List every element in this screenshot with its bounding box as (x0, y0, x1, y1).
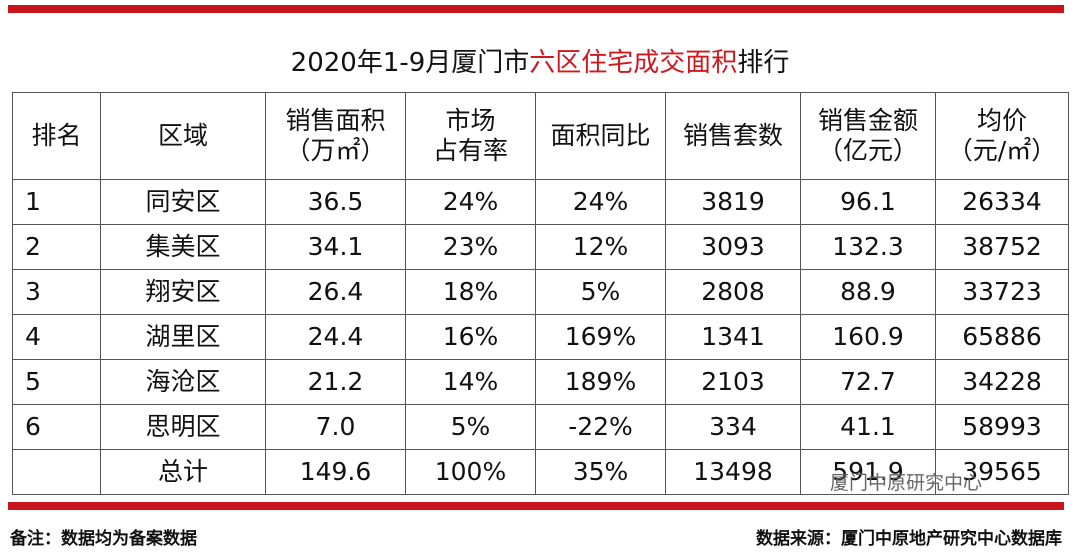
header-line: 市场 (445, 106, 496, 135)
bottom-bar (8, 502, 1064, 510)
cell: 334 (665, 404, 801, 450)
header-line: 面积同比 (550, 121, 651, 150)
cell: 58993 (935, 404, 1069, 450)
cell: 132.3 (800, 224, 936, 270)
cell: 18% (405, 269, 536, 315)
header-line: （万㎡） (285, 136, 386, 165)
header-line: （元/㎡） (947, 136, 1057, 165)
header-line: 销售套数 (682, 121, 783, 150)
header-line: 销售金额 (817, 106, 918, 135)
cell: 3093 (665, 224, 801, 270)
cell: 2808 (665, 269, 801, 315)
top-bar (8, 5, 1064, 13)
title-highlight: 六区住宅成交面积 (529, 48, 738, 78)
cell: 海沧区 (100, 359, 266, 405)
table-body: 1 同安区 36.5 24% 24% 3819 96.1 26334 2 集美区 34.1 23% 12… (12, 179, 1069, 495)
cell: 1341 (665, 314, 801, 360)
cell: 5 (12, 359, 101, 405)
header-cell: 区域 (100, 92, 266, 180)
cell: 23% (405, 224, 536, 270)
title-text: 排行 (737, 48, 790, 78)
cell: 26.4 (265, 269, 406, 315)
data-row: 5 海沧区 21.2 14% 189% 2103 72.7 34228 (12, 359, 1069, 405)
total-row: 总计 149.6 100% 35% 13498 591.9 39565 (12, 449, 1069, 495)
header-line: 销售面积 (285, 106, 386, 135)
cell: 38752 (935, 224, 1069, 270)
cell: 6 (12, 404, 101, 450)
total-cell: 591.9 (800, 449, 936, 495)
cell: 72.7 (800, 359, 936, 405)
total-cell: 39565 (935, 449, 1069, 495)
total-cell: 13498 (665, 449, 801, 495)
total-cell: 149.6 (265, 449, 406, 495)
total-cell: 35% (535, 449, 666, 495)
cell: 26334 (935, 179, 1069, 225)
cell: 24% (405, 179, 536, 225)
header-cell: 面积同比 (535, 92, 666, 180)
header-row: 排名 区域 销售面积 （万㎡） 市场 占有率 面积同比 销售套数 销售金额 （亿元） 均价 （元/㎡） (12, 92, 1069, 180)
data-row: 6 思明区 7.0 5% -22% 334 41.1 58993 (12, 404, 1069, 450)
header-cell: 均价 （元/㎡） (935, 92, 1069, 180)
total-cell: 总计 (100, 449, 266, 495)
header-line: 区域 (157, 121, 208, 150)
cell: 同安区 (100, 179, 266, 225)
cell: 169% (535, 314, 666, 360)
cell: 翔安区 (100, 269, 266, 315)
cell: 33723 (935, 269, 1069, 315)
cell: 88.9 (800, 269, 936, 315)
title-text: 2020年1-9月厦门市 (290, 48, 530, 78)
cell: 24.4 (265, 314, 406, 360)
header-cell: 排名 (12, 92, 101, 180)
title: 2020年1-9月厦门市六区住宅成交面积排行 (0, 42, 1080, 79)
cell: 14% (405, 359, 536, 405)
header-line: 占有率 (432, 136, 508, 165)
total-cell: 100% (405, 449, 536, 495)
cell: 189% (535, 359, 666, 405)
cell: 2103 (665, 359, 801, 405)
footer-source: 数据来源：厦门中原地产研究中心数据库 (756, 529, 1062, 549)
cell: 34.1 (265, 224, 406, 270)
cell: 3819 (665, 179, 801, 225)
cell (12, 449, 101, 495)
header-line: （亿元） (817, 136, 918, 165)
header-cell: 销售套数 (665, 92, 801, 180)
cell: 16% (405, 314, 536, 360)
cell: 思明区 (100, 404, 266, 450)
data-row: 1 同安区 36.5 24% 24% 3819 96.1 26334 (12, 179, 1069, 225)
data-row: 2 集美区 34.1 23% 12% 3093 132.3 38752 (12, 224, 1069, 270)
data-row: 4 湖里区 24.4 16% 169% 1341 160.9 65886 (12, 314, 1069, 360)
table-header: 排名 区域 销售面积 （万㎡） 市场 占有率 面积同比 销售套数 销售金额 （亿元） 均价 （元/㎡） (12, 92, 1069, 180)
cell: 21.2 (265, 359, 406, 405)
cell: 5% (405, 404, 536, 450)
cell: 7.0 (265, 404, 406, 450)
cell: 24% (535, 179, 666, 225)
header-line: 均价 (976, 106, 1027, 135)
cell: 65886 (935, 314, 1069, 360)
cell: 集美区 (100, 224, 266, 270)
header-line: 排名 (31, 121, 82, 150)
cell: 1 (12, 179, 101, 225)
ranking-table: 排名 区域 销售面积 （万㎡） 市场 占有率 面积同比 销售套数 销售金额 （亿元） 均价 （元/㎡）… (12, 92, 1069, 495)
header-cell: 销售金额 （亿元） (800, 92, 936, 180)
cell: 34228 (935, 359, 1069, 405)
data-row: 3 翔安区 26.4 18% 5% 2808 88.9 33723 (12, 269, 1069, 315)
cell: 36.5 (265, 179, 406, 225)
cell: 2 (12, 224, 101, 270)
cell: -22% (535, 404, 666, 450)
footer-note: 备注：数据均为备案数据 (10, 529, 197, 549)
cell: 湖里区 (100, 314, 266, 360)
header-cell: 销售面积 （万㎡） (265, 92, 406, 180)
cell: 160.9 (800, 314, 936, 360)
cell: 12% (535, 224, 666, 270)
watermark: 厦门中原研究中心 (830, 472, 983, 494)
cell: 3 (12, 269, 101, 315)
cell: 5% (535, 269, 666, 315)
cell: 4 (12, 314, 101, 360)
cell: 41.1 (800, 404, 936, 450)
header-cell: 市场 占有率 (405, 92, 536, 180)
cell: 96.1 (800, 179, 936, 225)
